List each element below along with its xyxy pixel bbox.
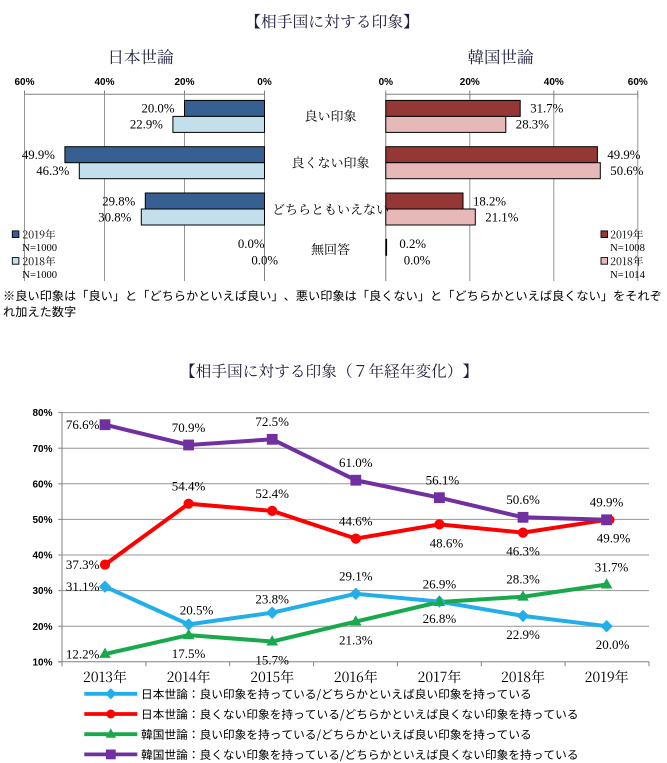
- svg-text:49.9%: 49.9%: [22, 148, 55, 162]
- svg-text:70%: 70%: [32, 444, 52, 455]
- svg-text:52.4%: 52.4%: [255, 486, 289, 501]
- svg-text:29.8%: 29.8%: [102, 194, 135, 208]
- svg-text:49.9%: 49.9%: [590, 495, 624, 510]
- svg-text:49.9%: 49.9%: [607, 148, 640, 162]
- svg-text:70.9%: 70.9%: [172, 420, 206, 435]
- svg-text:60%: 60%: [628, 77, 648, 88]
- svg-text:12.2%: 12.2%: [66, 646, 100, 661]
- svg-text:23.8%: 23.8%: [255, 592, 289, 607]
- svg-text:49.9%: 49.9%: [597, 531, 631, 546]
- svg-text:56.1%: 56.1%: [426, 473, 460, 488]
- svg-text:31.7%: 31.7%: [530, 102, 563, 116]
- svg-text:48.6%: 48.6%: [430, 535, 464, 550]
- svg-text:40%: 40%: [544, 77, 564, 88]
- svg-text:10%: 10%: [32, 657, 52, 668]
- svg-text:46.3%: 46.3%: [506, 544, 540, 559]
- svg-text:22.9%: 22.9%: [130, 118, 163, 132]
- svg-text:N=1000: N=1000: [22, 270, 57, 281]
- svg-text:15.7%: 15.7%: [255, 652, 289, 667]
- svg-text:40%: 40%: [32, 551, 52, 562]
- svg-text:26.9%: 26.9%: [423, 577, 457, 592]
- svg-text:46.3%: 46.3%: [36, 164, 69, 178]
- svg-text:N=1000: N=1000: [22, 243, 57, 254]
- svg-text:60%: 60%: [32, 479, 52, 490]
- svg-text:20.0%: 20.0%: [141, 102, 174, 116]
- svg-text:28.3%: 28.3%: [516, 118, 549, 132]
- svg-text:0.0%: 0.0%: [404, 254, 431, 268]
- svg-text:40%: 40%: [94, 77, 114, 88]
- svg-text:0%: 0%: [379, 77, 394, 88]
- svg-text:29.1%: 29.1%: [339, 569, 373, 584]
- svg-text:50.6%: 50.6%: [610, 164, 643, 178]
- svg-text:21.3%: 21.3%: [339, 633, 373, 648]
- svg-text:26.8%: 26.8%: [423, 611, 457, 626]
- svg-text:44.6%: 44.6%: [339, 514, 373, 529]
- svg-text:20%: 20%: [174, 77, 194, 88]
- svg-text:30.8%: 30.8%: [98, 210, 131, 224]
- svg-text:76.6%: 76.6%: [66, 417, 100, 432]
- svg-text:20.0%: 20.0%: [596, 637, 630, 652]
- svg-text:N=1008: N=1008: [610, 243, 645, 254]
- svg-text:31.7%: 31.7%: [595, 559, 629, 574]
- svg-text:N=1014: N=1014: [610, 270, 646, 281]
- svg-text:20%: 20%: [32, 622, 52, 633]
- svg-text:0.0%: 0.0%: [238, 237, 265, 251]
- svg-text:50%: 50%: [32, 515, 52, 526]
- svg-text:20%: 20%: [460, 77, 480, 88]
- svg-text:18.2%: 18.2%: [473, 194, 506, 208]
- svg-text:17.5%: 17.5%: [172, 646, 206, 661]
- svg-text:50.6%: 50.6%: [506, 492, 540, 507]
- svg-text:28.3%: 28.3%: [506, 572, 540, 587]
- svg-text:61.0%: 61.0%: [339, 455, 373, 470]
- svg-text:80%: 80%: [32, 408, 52, 419]
- svg-text:72.5%: 72.5%: [255, 414, 289, 429]
- svg-text:0.0%: 0.0%: [251, 254, 278, 268]
- svg-text:30%: 30%: [32, 586, 52, 597]
- svg-text:20.5%: 20.5%: [180, 602, 214, 617]
- svg-text:54.4%: 54.4%: [172, 479, 206, 494]
- svg-text:0%: 0%: [257, 77, 272, 88]
- svg-text:31.1%: 31.1%: [66, 579, 100, 594]
- svg-text:22.9%: 22.9%: [506, 627, 540, 642]
- svg-text:0.2%: 0.2%: [399, 237, 426, 251]
- svg-text:21.1%: 21.1%: [485, 210, 518, 224]
- svg-text:37.3%: 37.3%: [66, 557, 100, 572]
- svg-text:60%: 60%: [14, 77, 34, 88]
